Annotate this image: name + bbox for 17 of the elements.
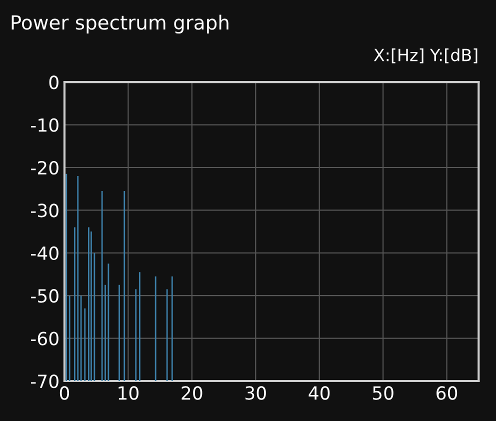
x-tick-label: 50 [372, 386, 394, 400]
x-tick-label: 40 [308, 386, 330, 400]
x-tick-label: 0 [60, 386, 70, 400]
y-tick-label: -20 [31, 160, 58, 175]
x-tick-label: 60 [436, 386, 458, 400]
x-tick-label: 10 [118, 386, 138, 400]
y-tick-label: -60 [31, 332, 58, 346]
chart-title: Power spectrum graph [12, 14, 228, 34]
y-tick-label: -40 [31, 246, 58, 260]
y-tick-label: -50 [31, 289, 58, 303]
chart-subtitle: X:[Hz] Y:[dB] [374, 48, 478, 64]
y-tick-label: -10 [31, 118, 58, 132]
x-tick-label: 30 [246, 386, 266, 400]
y-tick-label: -30 [31, 204, 58, 218]
y-tick-label: -70 [31, 374, 58, 388]
x-tick-label: 20 [182, 386, 202, 400]
y-tick-label: 0 [49, 76, 58, 90]
